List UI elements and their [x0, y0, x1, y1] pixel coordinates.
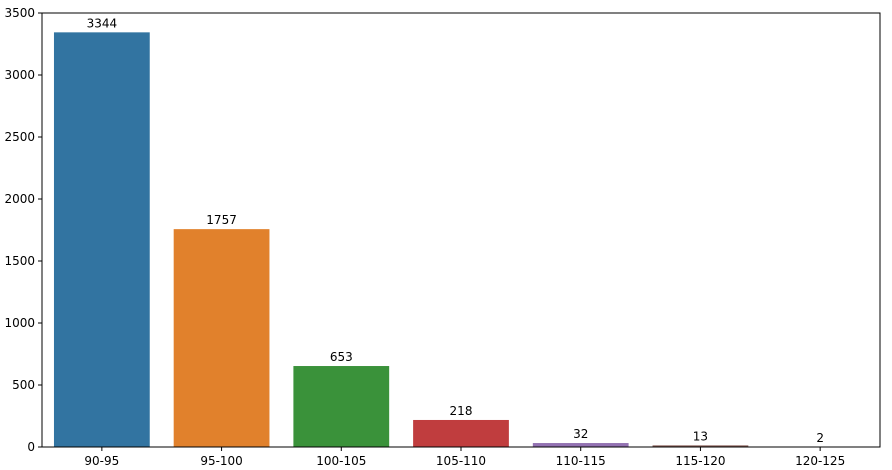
y-tick-label: 1500 — [4, 254, 35, 268]
y-tick-label: 500 — [12, 378, 35, 392]
x-tick-label: 100-105 — [316, 454, 366, 468]
bar — [652, 445, 749, 447]
plot-frame — [41, 12, 881, 448]
bar — [173, 229, 270, 447]
x-tick-label: 105-110 — [436, 454, 486, 468]
y-tick-label: 3500 — [4, 6, 35, 20]
data-label: 653 — [330, 350, 353, 364]
y-tick-label: 2000 — [4, 192, 35, 206]
bar — [53, 32, 150, 448]
data-label: 1757 — [206, 213, 237, 227]
y-tick-label: 0 — [27, 440, 35, 454]
x-tick-label: 115-120 — [675, 454, 725, 468]
bar — [413, 419, 509, 447]
bar — [293, 366, 390, 447]
x-tick-label: 90-95 — [84, 454, 119, 468]
x-tick-label: 95-100 — [200, 454, 243, 468]
y-tick-label: 1000 — [4, 316, 35, 330]
data-label: 32 — [573, 427, 588, 441]
data-label: 3344 — [87, 16, 118, 30]
data-label: 2 — [816, 431, 824, 445]
bar — [532, 443, 629, 447]
x-tick-label: 120-125 — [795, 454, 845, 468]
y-tick-label: 2500 — [4, 130, 35, 144]
y-tick-label: 3000 — [4, 68, 35, 82]
data-label: 218 — [450, 404, 473, 418]
x-tick-label: 110-115 — [556, 454, 606, 468]
data-label: 13 — [693, 429, 708, 443]
